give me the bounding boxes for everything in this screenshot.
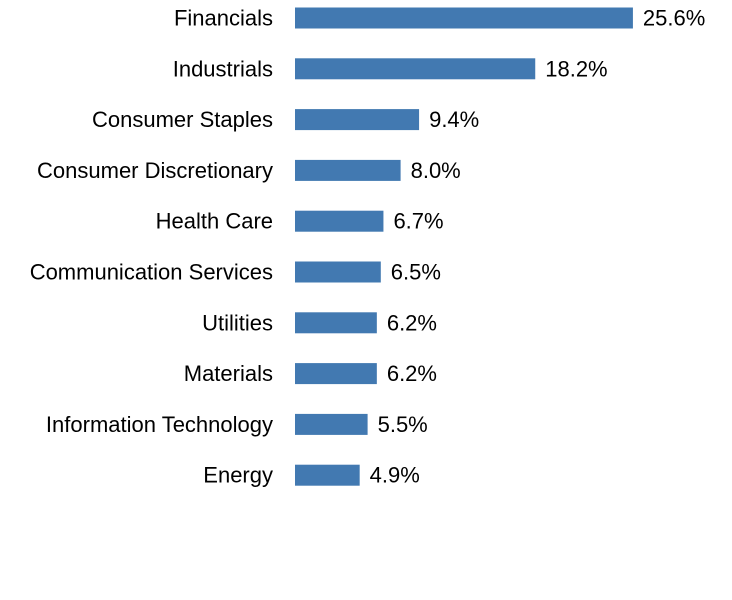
value-label-information-technology: 5.5% [378,412,428,437]
value-label-materials: 6.2% [387,361,437,386]
bars [295,7,633,486]
category-label-financials: Financials [174,6,273,31]
category-label-health-care: Health Care [156,209,273,234]
category-label-information-technology: Information Technology [46,412,273,437]
bar-materials [295,363,377,385]
value-label-communication-services: 6.5% [391,260,441,285]
bar-industrials [295,58,536,80]
value-label-utilities: 6.2% [387,310,437,335]
bar-communication-services [295,261,381,283]
bar-utilities [295,312,377,334]
bar-financials [295,7,633,29]
bar-information-technology [295,413,368,435]
category-label-consumer-discretionary: Consumer Discretionary [37,158,273,183]
category-label-industrials: Industrials [173,56,273,81]
bar-health-care [295,210,384,232]
category-label-utilities: Utilities [202,310,273,335]
value-label-health-care: 6.7% [393,209,443,234]
bar-energy [295,464,360,486]
value-label-consumer-discretionary: 8.0% [411,158,461,183]
category-label-materials: Materials [184,361,273,386]
value-label-industrials: 18.2% [545,56,607,81]
category-label-energy: Energy [203,463,273,488]
value-label-energy: 4.9% [370,463,420,488]
bar-consumer-staples [295,109,420,131]
category-label-communication-services: Communication Services [30,260,273,285]
category-labels: Financials Industrials Consumer Staples Con… [30,6,273,488]
value-labels: 25.6% 18.2% 9.4% 8.0% 6.7% 6.5% 6.2% 6.2% 5.5% 4.… [370,6,706,488]
category-label-consumer-staples: Consumer Staples [92,107,273,132]
value-label-financials: 25.6% [643,6,705,31]
bar-consumer-discretionary [295,159,401,181]
value-label-consumer-staples: 9.4% [429,107,479,132]
